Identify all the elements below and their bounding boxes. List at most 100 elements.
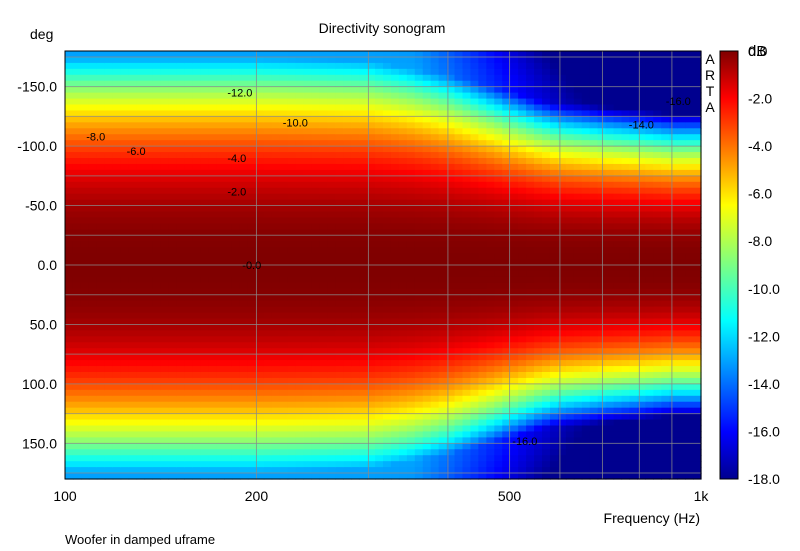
heatmap-cell <box>557 169 567 177</box>
heatmap-cell <box>557 270 567 278</box>
heatmap-cell <box>534 372 543 379</box>
heatmap-cell <box>335 229 344 236</box>
heatmap-cell <box>581 276 591 284</box>
heatmap-cell <box>486 193 495 201</box>
heatmap-cell <box>295 330 305 337</box>
heatmap-cell <box>430 366 440 373</box>
heatmap-cell <box>144 92 154 100</box>
heatmap-cell <box>247 205 257 213</box>
heatmap-cell <box>430 193 440 201</box>
heatmap-cell <box>224 68 233 76</box>
heatmap-cell <box>247 294 257 302</box>
heatmap-cell <box>136 354 146 361</box>
heatmap-cell <box>104 294 114 302</box>
heatmap-cell <box>88 318 98 326</box>
heatmap-cell <box>279 270 289 278</box>
heatmap-cell <box>406 425 416 433</box>
heatmap-cell <box>510 51 519 58</box>
heatmap-cell <box>542 51 551 58</box>
heatmap-cell <box>152 56 161 64</box>
heatmap-cell <box>438 348 448 355</box>
heatmap-cell <box>406 92 416 100</box>
heatmap-cell <box>549 74 559 82</box>
heatmap-cell <box>128 80 138 88</box>
heatmap-cell <box>406 199 416 207</box>
heatmap-cell <box>526 366 535 373</box>
heatmap-cell <box>184 229 193 236</box>
heatmap-cell <box>247 276 257 284</box>
heatmap-cell <box>255 247 265 254</box>
heatmap-cell <box>549 241 559 248</box>
heatmap-cell <box>454 158 464 165</box>
heatmap-cell <box>430 247 440 254</box>
heatmap-cell <box>446 146 456 153</box>
heatmap-cell <box>335 437 344 444</box>
heatmap-cell <box>462 223 472 230</box>
heatmap-cell <box>573 92 583 100</box>
heatmap-cell <box>152 158 161 165</box>
heatmap-cell <box>263 193 273 201</box>
heatmap-cell <box>398 104 408 112</box>
heatmap-cell <box>518 193 527 201</box>
heatmap-cell <box>486 116 495 123</box>
heatmap-cell <box>112 98 122 106</box>
heatmap-cell <box>216 187 225 195</box>
heatmap-cell <box>168 354 177 361</box>
heatmap-cell <box>367 62 376 70</box>
heatmap-cell <box>422 348 432 355</box>
heatmap-cell <box>231 128 241 135</box>
heatmap-cell <box>478 205 487 213</box>
heatmap-cell <box>534 259 543 266</box>
heatmap-cell <box>573 449 583 456</box>
heatmap-cell <box>168 395 177 403</box>
heatmap-cell <box>462 122 472 129</box>
heatmap-cell <box>478 336 487 343</box>
heatmap-cell <box>605 122 615 129</box>
heatmap-cell <box>319 383 328 391</box>
heatmap-cell <box>160 104 169 112</box>
heatmap-cell <box>534 467 543 474</box>
heatmap-cell <box>557 336 567 343</box>
heatmap-cell <box>200 366 209 373</box>
heatmap-cell <box>398 401 408 409</box>
heatmap-cell <box>311 98 320 106</box>
heatmap-cell <box>216 276 225 284</box>
heatmap-cell <box>581 181 591 189</box>
heatmap-cell <box>120 413 130 421</box>
heatmap-cell <box>470 300 479 308</box>
heatmap-cell <box>605 360 615 367</box>
heatmap-cell <box>398 449 408 456</box>
heatmap-cell <box>398 336 408 343</box>
heatmap-cell <box>613 163 623 171</box>
heatmap-cell <box>176 74 185 82</box>
heatmap-cell <box>231 288 241 296</box>
heatmap-cell <box>597 152 607 159</box>
heatmap-cell <box>176 336 185 343</box>
heatmap-cell <box>216 128 225 135</box>
heatmap-cell <box>327 247 336 254</box>
heatmap-cell <box>478 122 487 129</box>
heatmap-cell <box>295 62 305 70</box>
heatmap-cell <box>557 152 567 159</box>
heatmap-cell <box>216 389 225 397</box>
heatmap-cell <box>295 467 305 474</box>
heatmap-cell <box>263 98 273 106</box>
heatmap-cell <box>351 294 360 302</box>
heatmap-cell <box>112 324 122 331</box>
heatmap-cell <box>144 175 154 183</box>
heatmap-cell <box>303 175 313 183</box>
heatmap-cell <box>271 62 281 70</box>
heatmap-cell <box>144 377 154 385</box>
heatmap-cell <box>589 342 599 349</box>
heatmap-cell <box>367 306 376 314</box>
heatmap-cell <box>502 395 511 403</box>
heatmap-cell <box>136 467 146 474</box>
heatmap-cell <box>486 163 495 171</box>
heatmap-cell <box>255 473 265 480</box>
heatmap-cell <box>168 342 177 349</box>
heatmap-cell <box>542 449 551 456</box>
heatmap-cell <box>176 175 185 183</box>
heatmap-cell <box>470 366 479 373</box>
heatmap-cell <box>80 449 90 456</box>
heatmap-cell <box>613 122 623 129</box>
